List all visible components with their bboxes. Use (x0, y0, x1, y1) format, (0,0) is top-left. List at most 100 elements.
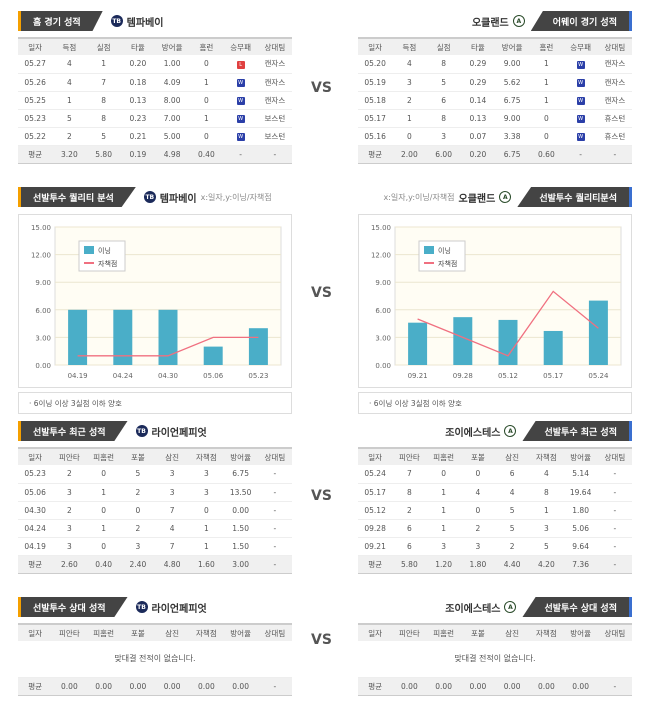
table-cell: 1 (426, 519, 461, 538)
table-cell: 0 (529, 127, 564, 146)
average-cell: 4.80 (155, 555, 190, 574)
home-record-panel: 홈 경기 성적 TB 템파베이 일자 득점 실점 타율 방어율 홈런 승무패 상대팀 05.27 4… (18, 10, 292, 164)
table-cell: 09.28 (358, 519, 393, 538)
home-record-header: 홈 경기 성적 TB 템파베이 (18, 10, 292, 32)
x-tick-label: 09.21 (408, 372, 428, 380)
table-cell: 5.00 (155, 127, 190, 146)
column-header: 일자 (18, 623, 53, 641)
average-cell: - (223, 145, 258, 164)
table-cell: 4.09 (155, 73, 190, 92)
table-cell: 0 (86, 501, 121, 520)
average-cell: - (563, 145, 598, 164)
result-badge-cell: W (563, 109, 598, 128)
table-cell: 3 (52, 519, 87, 538)
average-cell: 0.40 (86, 555, 121, 574)
average-cell: 평균 (18, 145, 53, 164)
table-cell: 2 (120, 483, 155, 502)
table-cell: 8 (86, 109, 121, 128)
x-tick-label: 05.12 (498, 372, 518, 380)
table-cell: 05.18 (358, 91, 393, 110)
table-row: 05.20 4 8 0.29 9.00 1 W 캔자스 (358, 55, 632, 74)
away-record-panel: 오클랜드 A 어웨이 경기 성적 일자 득점 실점 타율 방어율 홈런 승무패 상대팀 05.20… (358, 10, 632, 164)
table-cell: 4 (52, 73, 87, 92)
table-row: 05.23 2 0 5 3 3 6.75- (18, 465, 292, 484)
team-name: 템파베이 (126, 17, 164, 29)
chart-svg: 0.00 3.00 6.00 9.00 12.00 15.00 04.19 04.24 04.3… (31, 224, 282, 380)
table-cell: 9.00 (495, 109, 530, 128)
table-cell: 3 (426, 127, 461, 146)
column-header: 득점 (52, 37, 87, 55)
table-cell: 9.00 (495, 55, 530, 74)
table-cell: 0.18 (120, 73, 155, 92)
table-cell: 1 (189, 519, 224, 538)
table-cell: 보스턴 (257, 127, 292, 146)
win-badge-icon: W (576, 133, 585, 141)
result-badge-cell: W (223, 73, 258, 92)
table-cell: 4 (392, 55, 427, 74)
table-cell: 5.06 (563, 519, 598, 538)
pitcher-recent-table: 일자 피안타 피홈런 포볼 삼진 자책점 방어율 상대팀 05.23 2 0 5 3 3 6.75-05.0… (18, 447, 292, 574)
column-header: 방어율 (155, 37, 190, 55)
column-header: 방어율 (223, 447, 258, 465)
x-tick-label: 09.28 (453, 372, 473, 380)
column-header: 포볼 (120, 447, 155, 465)
average-cell: 0.40 (189, 145, 224, 164)
table-cell: 05.17 (358, 483, 393, 502)
vs-label: VS (311, 488, 332, 504)
table-cell: 8.00 (155, 91, 190, 110)
column-header: 삼진 (495, 623, 530, 641)
table-cell: 04.19 (18, 537, 53, 556)
home-record-table: 일자 득점 실점 타율 방어율 홈런 승무패 상대팀 05.27 4 1 0.20 1.00 0 L 캔자스 0… (18, 37, 292, 164)
tampa-bay-logo-icon: TB (143, 191, 156, 203)
average-cell: 7.36 (563, 555, 598, 574)
bar (408, 322, 428, 365)
average-cell: 0.60 (529, 145, 564, 164)
tampa-bay-logo-icon: TB (135, 425, 148, 437)
table-cell: 7 (392, 465, 427, 484)
table-cell: 4 (495, 483, 530, 502)
average-cell: 2.40 (120, 555, 155, 574)
column-header: 상대팀 (597, 37, 632, 55)
average-cell: 0.00 (86, 677, 121, 696)
table-cell: 19.64 (563, 483, 598, 502)
x-tick-label: 04.19 (68, 372, 88, 380)
pitcher-vs-title: 선발투수 상대 성적 (522, 597, 632, 617)
pitcher-recent-table: 일자 피안타 피홈런 포볼 삼진 자책점 방어율 상대팀 05.24 7 0 0 6 4 5.14-05.1… (358, 447, 632, 574)
column-header: 방어율 (563, 447, 598, 465)
column-header: 피홈런 (86, 447, 121, 465)
average-cell: 1.60 (189, 555, 224, 574)
x-tick-label: 05.23 (248, 372, 268, 380)
table-cell: 6.75 (495, 91, 530, 110)
column-header: 상대팀 (257, 447, 292, 465)
table-cell: - (257, 465, 292, 484)
table-cell: 05.23 (18, 465, 53, 484)
table-row: 05.17 8 1 4 4 8 19.64- (358, 483, 632, 502)
table-cell: 캔자스 (257, 73, 292, 92)
table-cell: - (597, 537, 632, 556)
table-row: 09.21 6 3 3 2 5 9.64- (358, 537, 632, 556)
result-badge-cell: L (223, 55, 258, 74)
table-cell: 2 (392, 501, 427, 520)
table-cell: 0 (189, 127, 224, 146)
x-tick-label: 05.06 (203, 372, 224, 380)
oakland-logo-icon: A (512, 15, 525, 27)
oakland-logo-icon: A (504, 601, 517, 613)
win-badge-icon: W (576, 115, 585, 123)
average-cell: 0.00 (392, 677, 427, 696)
axis-note: x:일자,y:이닝/자책점 (383, 192, 455, 202)
table-cell: 휴스턴 (597, 127, 632, 146)
table-row: 04.24 3 1 2 4 1 1.50- (18, 519, 292, 538)
table-cell: 3 (189, 465, 224, 484)
average-cell: 2.00 (392, 145, 427, 164)
table-cell: 05.24 (358, 465, 393, 484)
table-cell: 6 (392, 537, 427, 556)
column-header: 승무패 (563, 37, 598, 55)
quality-note: 6이닝 이상 3실점 이하 양호 (373, 398, 462, 408)
table-cell: 13.50 (223, 483, 258, 502)
win-badge-icon: W (236, 133, 245, 141)
average-cell: 0.00 (495, 677, 530, 696)
column-header: 일자 (18, 447, 53, 465)
average-cell: - (257, 555, 292, 574)
pitcher-name: 라이언페피엇 (151, 427, 207, 439)
table-cell: 1.50 (223, 519, 258, 538)
